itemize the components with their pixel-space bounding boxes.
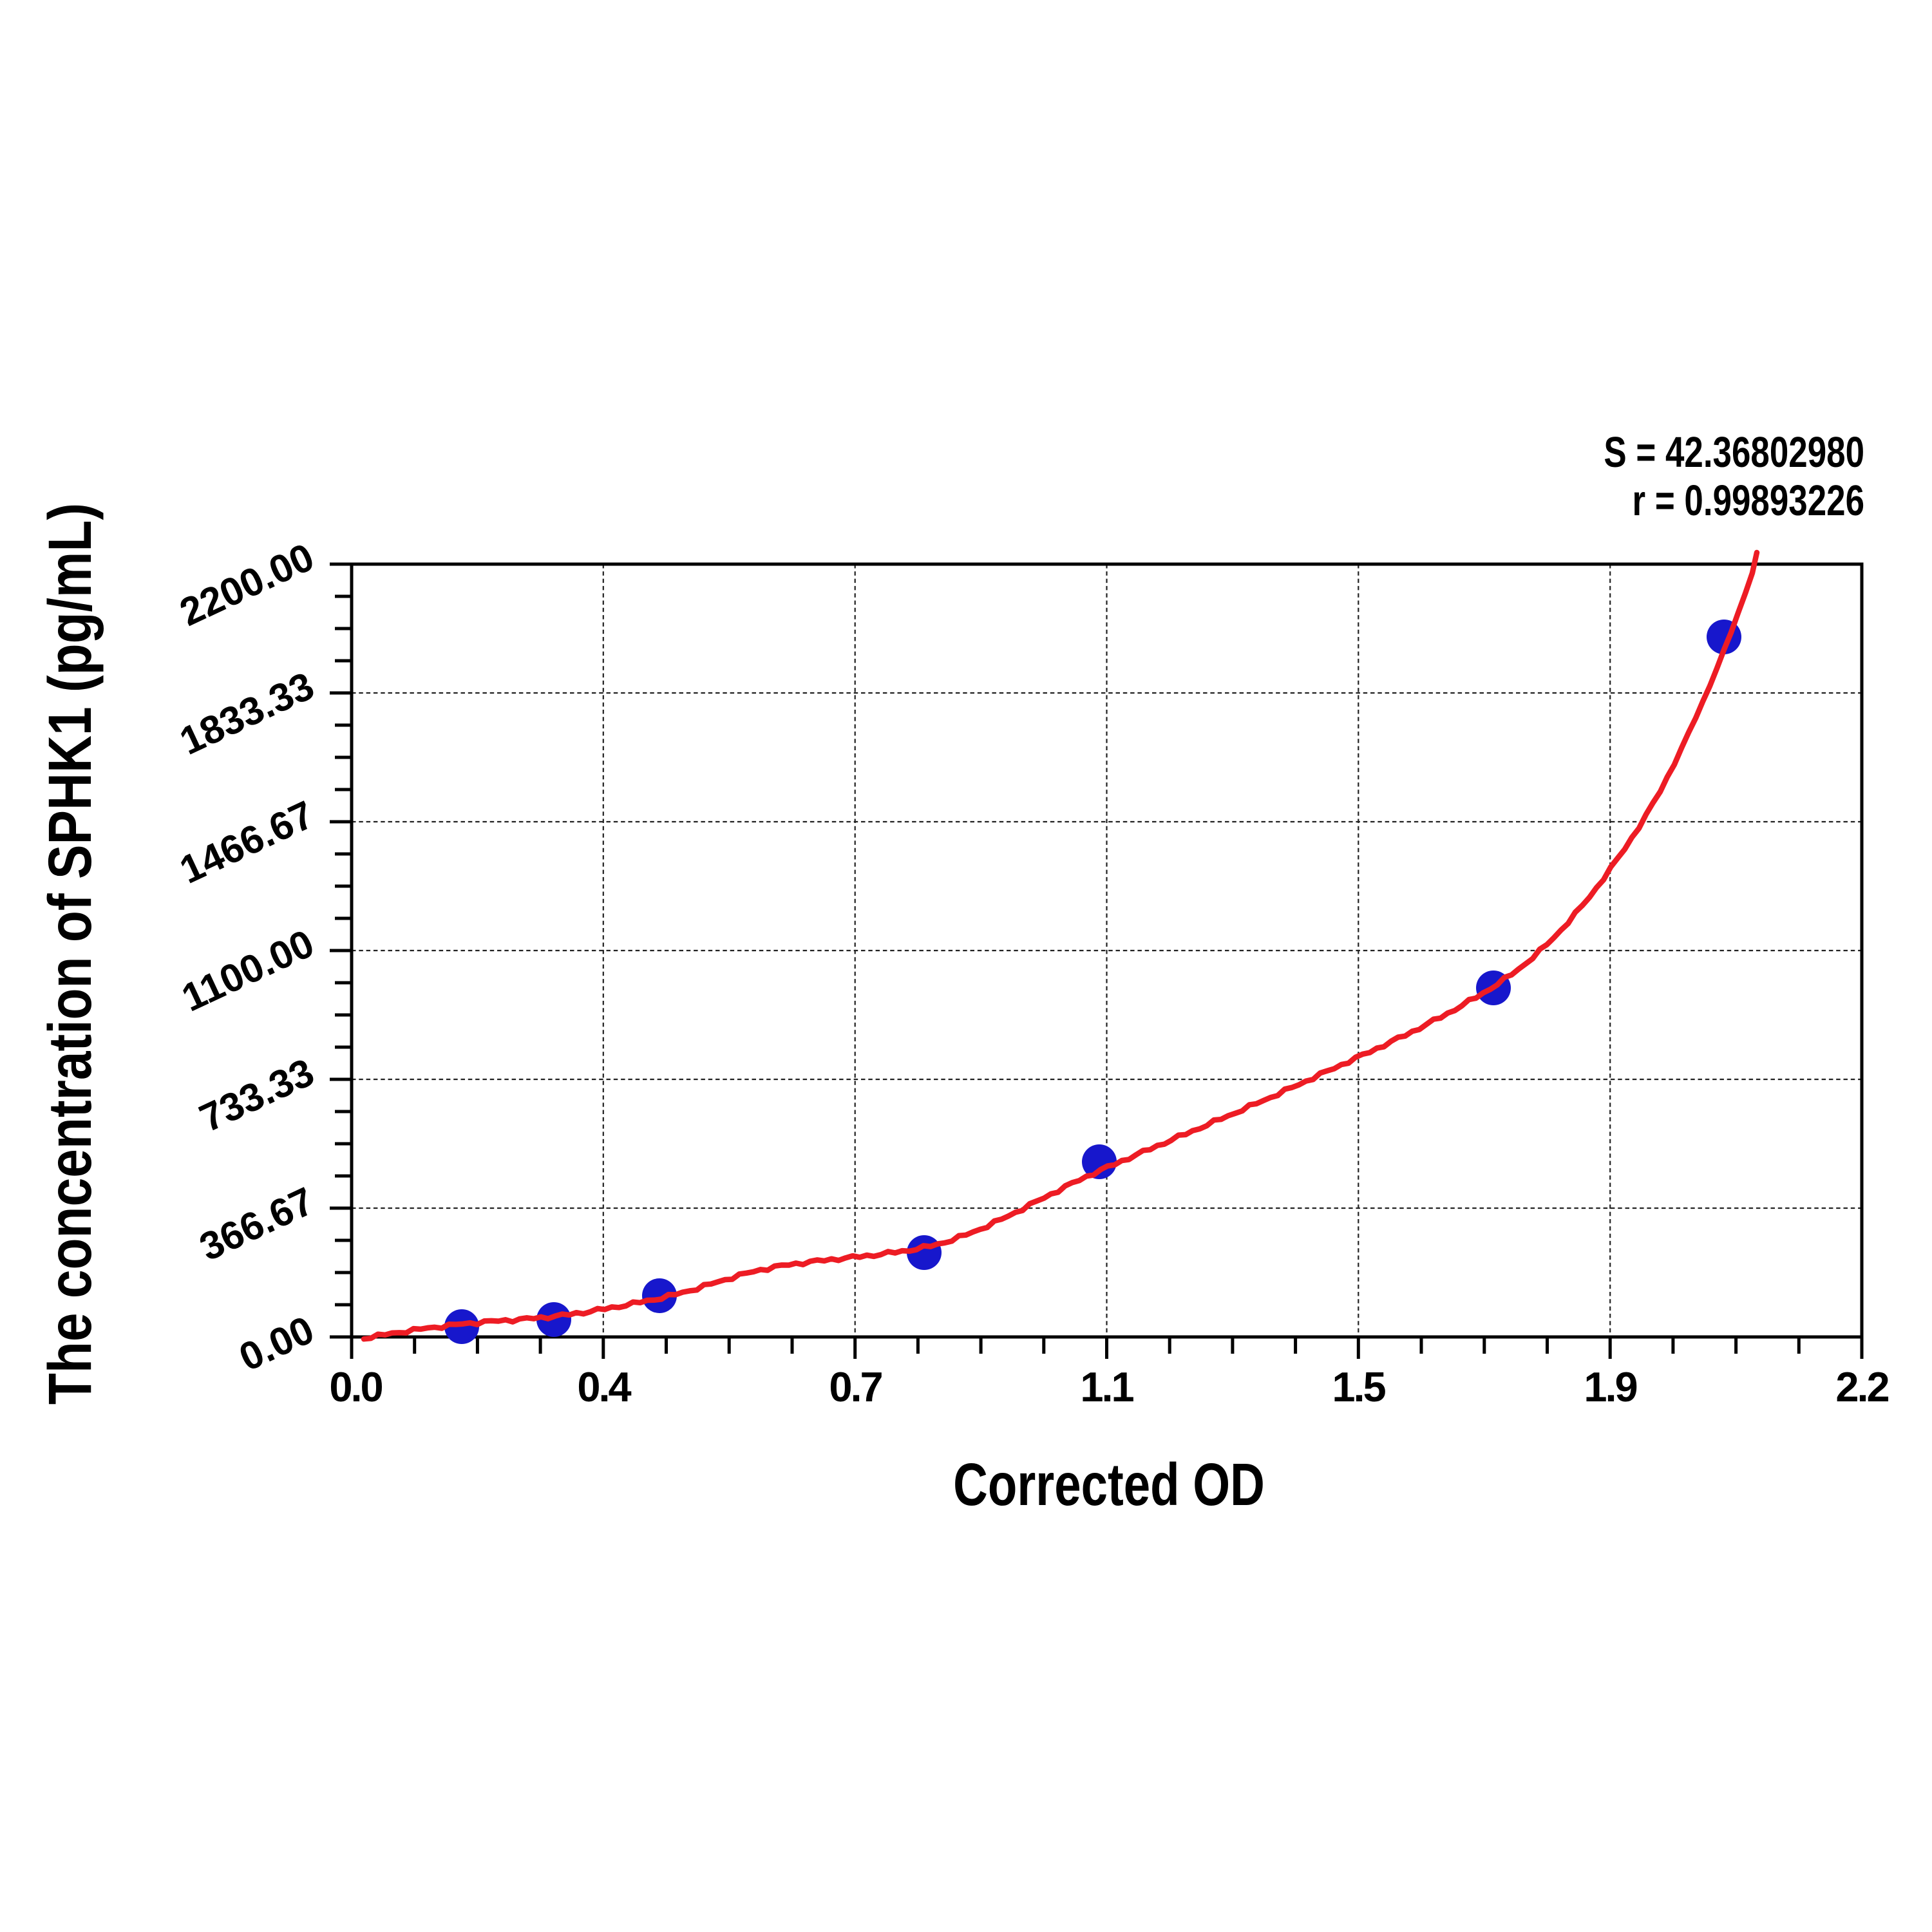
svg-text:1.1: 1.1: [1080, 1363, 1133, 1410]
svg-text:r = 0.99893226: r = 0.99893226: [1633, 476, 1864, 524]
svg-text:0.7: 0.7: [829, 1363, 882, 1410]
svg-text:1.9: 1.9: [1584, 1363, 1636, 1410]
svg-text:0.4: 0.4: [577, 1363, 631, 1410]
svg-text:2.2: 2.2: [1835, 1363, 1888, 1410]
svg-text:S = 42.36802980: S = 42.36802980: [1604, 428, 1864, 476]
svg-text:1.5: 1.5: [1332, 1363, 1385, 1410]
svg-text:0.0: 0.0: [329, 1363, 382, 1410]
svg-text:The concentration of SPHK1 (pg: The concentration of SPHK1 (pg/mL): [35, 503, 104, 1405]
svg-text:Corrected OD: Corrected OD: [953, 1451, 1265, 1518]
